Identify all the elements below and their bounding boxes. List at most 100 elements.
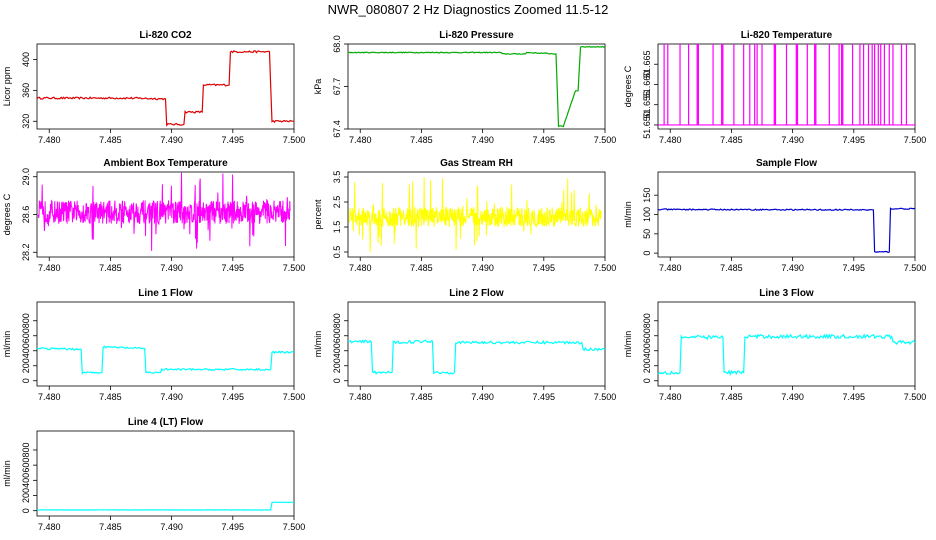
x-tick-label: 7.495 (222, 522, 245, 532)
plot-frame (657, 171, 916, 258)
plot-frame (36, 43, 295, 130)
x-tick-label: 7.490 (471, 392, 494, 402)
series-line (658, 44, 915, 126)
y-tick-label: 0 (332, 378, 342, 383)
y-tick-label: 150 (642, 188, 652, 203)
y-tick-label: 400 (642, 343, 652, 358)
x-tick-label: 7.490 (160, 135, 183, 145)
panel-title: Line 2 Flow (449, 288, 504, 299)
panel-rh: Gas Stream RH percent 7.480 7.485 7.490 7.495… (313, 158, 616, 273)
panel-pressure: Li-820 Pressure kPa 7.480 7.485 7.490 7.495 7.… (313, 30, 616, 145)
plot-frame (347, 171, 606, 258)
y-tick-label: 3.5 (332, 171, 342, 184)
x-tick-label: 7.485 (720, 392, 743, 402)
x-tick-label: 7.495 (533, 135, 556, 145)
x-tick-label: 7.485 (99, 522, 122, 532)
x-tick-label: 7.495 (533, 263, 556, 273)
x-tick-label: 7.495 (222, 392, 245, 402)
x-tick-label: 7.500 (904, 263, 927, 273)
x-tick-label: 7.485 (99, 392, 122, 402)
x-tick-label: 7.485 (410, 263, 433, 273)
x-tick-label: 7.495 (843, 263, 866, 273)
x-tick-label: 7.500 (594, 135, 617, 145)
x-tick-label: 7.495 (222, 135, 245, 145)
series-line (657, 207, 916, 254)
panel-title: Sample Flow (756, 158, 817, 169)
x-tick-label: 7.485 (410, 392, 433, 402)
panel-title: Line 4 (LT) Flow (128, 417, 204, 428)
y-tick-label: 28.2 (21, 244, 31, 262)
x-tick-label: 7.490 (160, 392, 183, 402)
y-tick-label: 800 (642, 313, 652, 328)
x-tick-label: 7.500 (594, 392, 617, 402)
y-tick-label: 400 (21, 52, 31, 67)
y-tick-label: 800 (332, 313, 342, 328)
y-tick-label: 200 (21, 488, 31, 503)
y-axis-label: kPa (313, 79, 323, 95)
y-tick-label: 800 (21, 442, 31, 457)
x-tick-label: 7.490 (471, 135, 494, 145)
x-tick-label: 7.500 (283, 135, 306, 145)
x-tick-label: 7.500 (904, 135, 927, 145)
y-tick-label: 600 (332, 328, 342, 343)
x-tick-label: 7.480 (38, 392, 61, 402)
page-title: NWR_080807 2 Hz Diagnostics Zoomed 11.5-… (327, 2, 609, 17)
y-axis-label: ml/min (623, 201, 633, 228)
panel-title: Ambient Box Temperature (103, 158, 228, 169)
y-tick-label: 0 (642, 251, 652, 256)
y-tick-label: 800 (21, 313, 31, 328)
x-tick-label: 7.485 (720, 135, 743, 145)
y-tick-label: 0 (642, 378, 652, 383)
panel-title: Li-820 Pressure (439, 30, 514, 41)
y-tick-label: 28.6 (21, 206, 31, 224)
x-tick-label: 7.480 (659, 392, 682, 402)
x-tick-label: 7.485 (99, 263, 122, 273)
panel-title: Line 1 Flow (138, 288, 193, 299)
panel-title: Li-820 Temperature (741, 30, 833, 41)
series-line (36, 501, 295, 511)
x-tick-label: 7.480 (38, 522, 61, 532)
y-axis-label: Licor ppm (2, 67, 12, 107)
x-tick-label: 7.485 (99, 135, 122, 145)
panel-line4: Line 4 (LT) Flow ml/min 7.480 7.485 7.490 7.4… (2, 417, 305, 532)
y-axis-label: ml/min (2, 331, 12, 358)
y-axis-label: percent (313, 199, 323, 230)
series-line (36, 345, 295, 375)
x-tick-label: 7.485 (720, 263, 743, 273)
y-axis-label: ml/min (313, 331, 323, 358)
series-line (657, 333, 916, 377)
x-tick-label: 7.480 (349, 392, 372, 402)
x-tick-label: 7.500 (594, 263, 617, 273)
y-tick-label: 200 (332, 358, 342, 373)
x-tick-label: 7.485 (410, 135, 433, 145)
plot-frame (347, 301, 606, 387)
y-axis-label: ml/min (2, 460, 12, 487)
y-tick-label: 400 (332, 343, 342, 358)
y-tick-label: 68.0 (332, 35, 342, 53)
panel-co2: Li-820 CO2 Licor ppm 7.480 7.485 7.490 7.495 7… (2, 30, 305, 145)
y-axis-label: degrees C (623, 65, 633, 107)
series-line (347, 339, 606, 375)
y-tick-label: 50 (642, 229, 652, 239)
y-axis-label: degrees C (2, 193, 12, 235)
x-tick-label: 7.495 (533, 392, 556, 402)
y-tick-label: 600 (21, 458, 31, 473)
x-tick-label: 7.480 (38, 263, 61, 273)
y-tick-label: 2.5 (332, 196, 342, 209)
x-tick-label: 7.500 (904, 392, 927, 402)
x-tick-label: 7.490 (781, 392, 804, 402)
x-tick-label: 7.490 (160, 263, 183, 273)
y-tick-label: 0.5 (332, 246, 342, 259)
x-tick-label: 7.490 (781, 135, 804, 145)
panel-line3: Line 3 Flow ml/min 7.480 7.485 7.490 7.495 7.5… (623, 288, 926, 402)
panel-title: Gas Stream RH (440, 158, 513, 169)
panel-line1: Line 1 Flow ml/min 7.480 7.485 7.490 7.495 7.5… (2, 288, 305, 402)
y-tick-label: 200 (642, 358, 652, 373)
x-tick-label: 7.490 (471, 263, 494, 273)
y-tick-label: 67.4 (332, 120, 342, 138)
y-tick-label: 100 (642, 207, 652, 222)
plot-frame (36, 430, 295, 517)
y-tick-label: 600 (21, 328, 31, 343)
x-tick-label: 7.480 (349, 263, 372, 273)
x-tick-label: 7.500 (283, 392, 306, 402)
